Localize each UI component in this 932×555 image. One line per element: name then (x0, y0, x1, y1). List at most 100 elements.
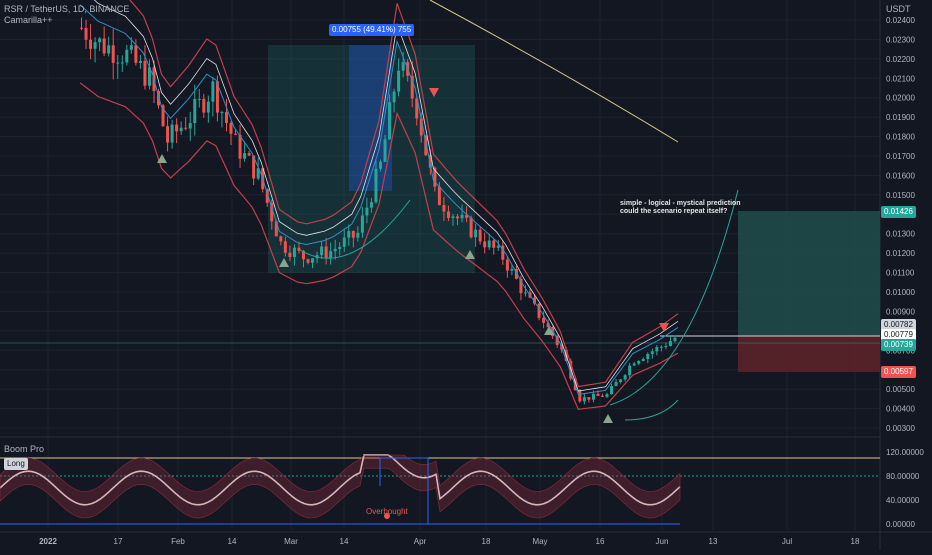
time-tick-label: 14 (340, 537, 349, 546)
candle-body (437, 186, 441, 206)
price-tick-label: 0.02000 (886, 94, 915, 103)
ema-band (79, 4, 679, 396)
candle-body (320, 246, 324, 256)
symbol-title[interactable]: RSR / TetherUS, 1D, BINANCE (4, 4, 130, 14)
price-tick-label: 0.01100 (886, 269, 915, 278)
candle-body (664, 345, 668, 347)
candle-body (229, 122, 233, 134)
candle-body (111, 45, 115, 63)
price-tick-label: 0.01000 (886, 288, 915, 297)
candle-body (84, 28, 88, 40)
candle-body (184, 127, 188, 129)
price-tick-label: 0.01300 (886, 230, 915, 239)
ema-price-tag: 0.00739 (881, 339, 916, 351)
candle-body (573, 378, 577, 391)
projection-curve (609, 189, 739, 406)
candle-body (542, 317, 546, 323)
time-tick-label: May (532, 537, 547, 546)
osc-tick-label: 40.00000 (886, 496, 920, 505)
candle-body (143, 60, 147, 86)
candle-body (338, 246, 342, 249)
candle-body (646, 354, 650, 360)
candle-body (483, 241, 487, 248)
candle-body (428, 155, 432, 168)
candle-body (125, 49, 129, 63)
price-tick-label: 0.00300 (886, 424, 915, 433)
oscillator-line (0, 454, 681, 506)
long-ema-line (429, 0, 679, 143)
candle-body (211, 81, 215, 102)
candle-body (116, 62, 120, 64)
candle-body (415, 98, 419, 119)
candle-body (80, 27, 83, 29)
time-tick-label: 16 (596, 537, 605, 546)
oscillator-name[interactable]: Boom Pro (4, 444, 45, 454)
candle-body (301, 250, 305, 260)
candle-body (537, 303, 541, 318)
candle-body (469, 217, 473, 238)
candle-body (374, 168, 378, 203)
candle-body (297, 247, 301, 251)
annotation-line-1: simple - logical - mystical prediction (620, 200, 741, 207)
candle-body (252, 155, 256, 179)
osc-tick-label: 0.00000 (886, 520, 915, 529)
oscillator-band (0, 454, 681, 519)
indicator-name[interactable]: Camarilla++ (4, 15, 53, 25)
candle-body (98, 38, 102, 43)
price-tick-label: 0.01200 (886, 249, 915, 258)
measure-range-box (268, 45, 475, 273)
candle-body (333, 248, 337, 252)
candle-body (628, 365, 632, 376)
target-price-tag: 0.01426 (881, 206, 916, 218)
candle-body (519, 278, 523, 294)
candle-body (283, 241, 287, 253)
candle-body (107, 45, 111, 54)
annotation-text: simple - logical - mystical prediction c… (620, 200, 741, 216)
candle-body (247, 153, 251, 156)
target-zone (738, 211, 880, 336)
upper-band (129, 0, 679, 388)
candle-body (650, 351, 654, 355)
candle-body (478, 229, 482, 242)
lower-band (79, 82, 679, 410)
candle-body (433, 167, 437, 187)
candle-body (102, 38, 106, 54)
price-tick-label: 0.01800 (886, 133, 915, 142)
candle-body (175, 124, 179, 132)
time-tick-label: 17 (114, 537, 123, 546)
stop-price-tag: 0.00597 (881, 366, 916, 378)
buy-signal-marker (279, 258, 289, 267)
price-tick-label: 0.01500 (886, 191, 915, 200)
osc-tick-label: 80.00000 (886, 472, 920, 481)
candle-body (157, 90, 161, 106)
candle-body (89, 39, 93, 49)
candle-body (632, 363, 636, 366)
candle-body (120, 62, 124, 64)
time-tick-label: 18 (851, 537, 860, 546)
candle-body (673, 337, 677, 342)
time-tick-label: Feb (171, 537, 185, 546)
price-tick-label: 0.01700 (886, 152, 915, 161)
candle-body (170, 124, 174, 143)
projection-curve-low (624, 399, 679, 421)
long-badge: Long (4, 458, 28, 470)
overbought-label: Overbought (366, 507, 408, 516)
candle-body (392, 91, 396, 103)
candle-body (668, 341, 672, 346)
buy-signal-marker (603, 414, 613, 423)
candle-body (193, 99, 197, 124)
candle-body (446, 211, 450, 218)
price-tick-label: 0.00400 (886, 405, 915, 414)
time-tick-label: Mar (284, 537, 298, 546)
candle-body (347, 231, 351, 238)
price-tick-label: 0.00900 (886, 307, 915, 316)
osc-tick-label: 120.00000 (886, 448, 924, 457)
stop-zone (738, 336, 880, 372)
candle-body (410, 75, 414, 99)
buy-signal-marker (157, 154, 167, 163)
candle-body (274, 221, 278, 237)
candle-body (243, 153, 247, 159)
price-tick-label: 0.02200 (886, 55, 915, 64)
